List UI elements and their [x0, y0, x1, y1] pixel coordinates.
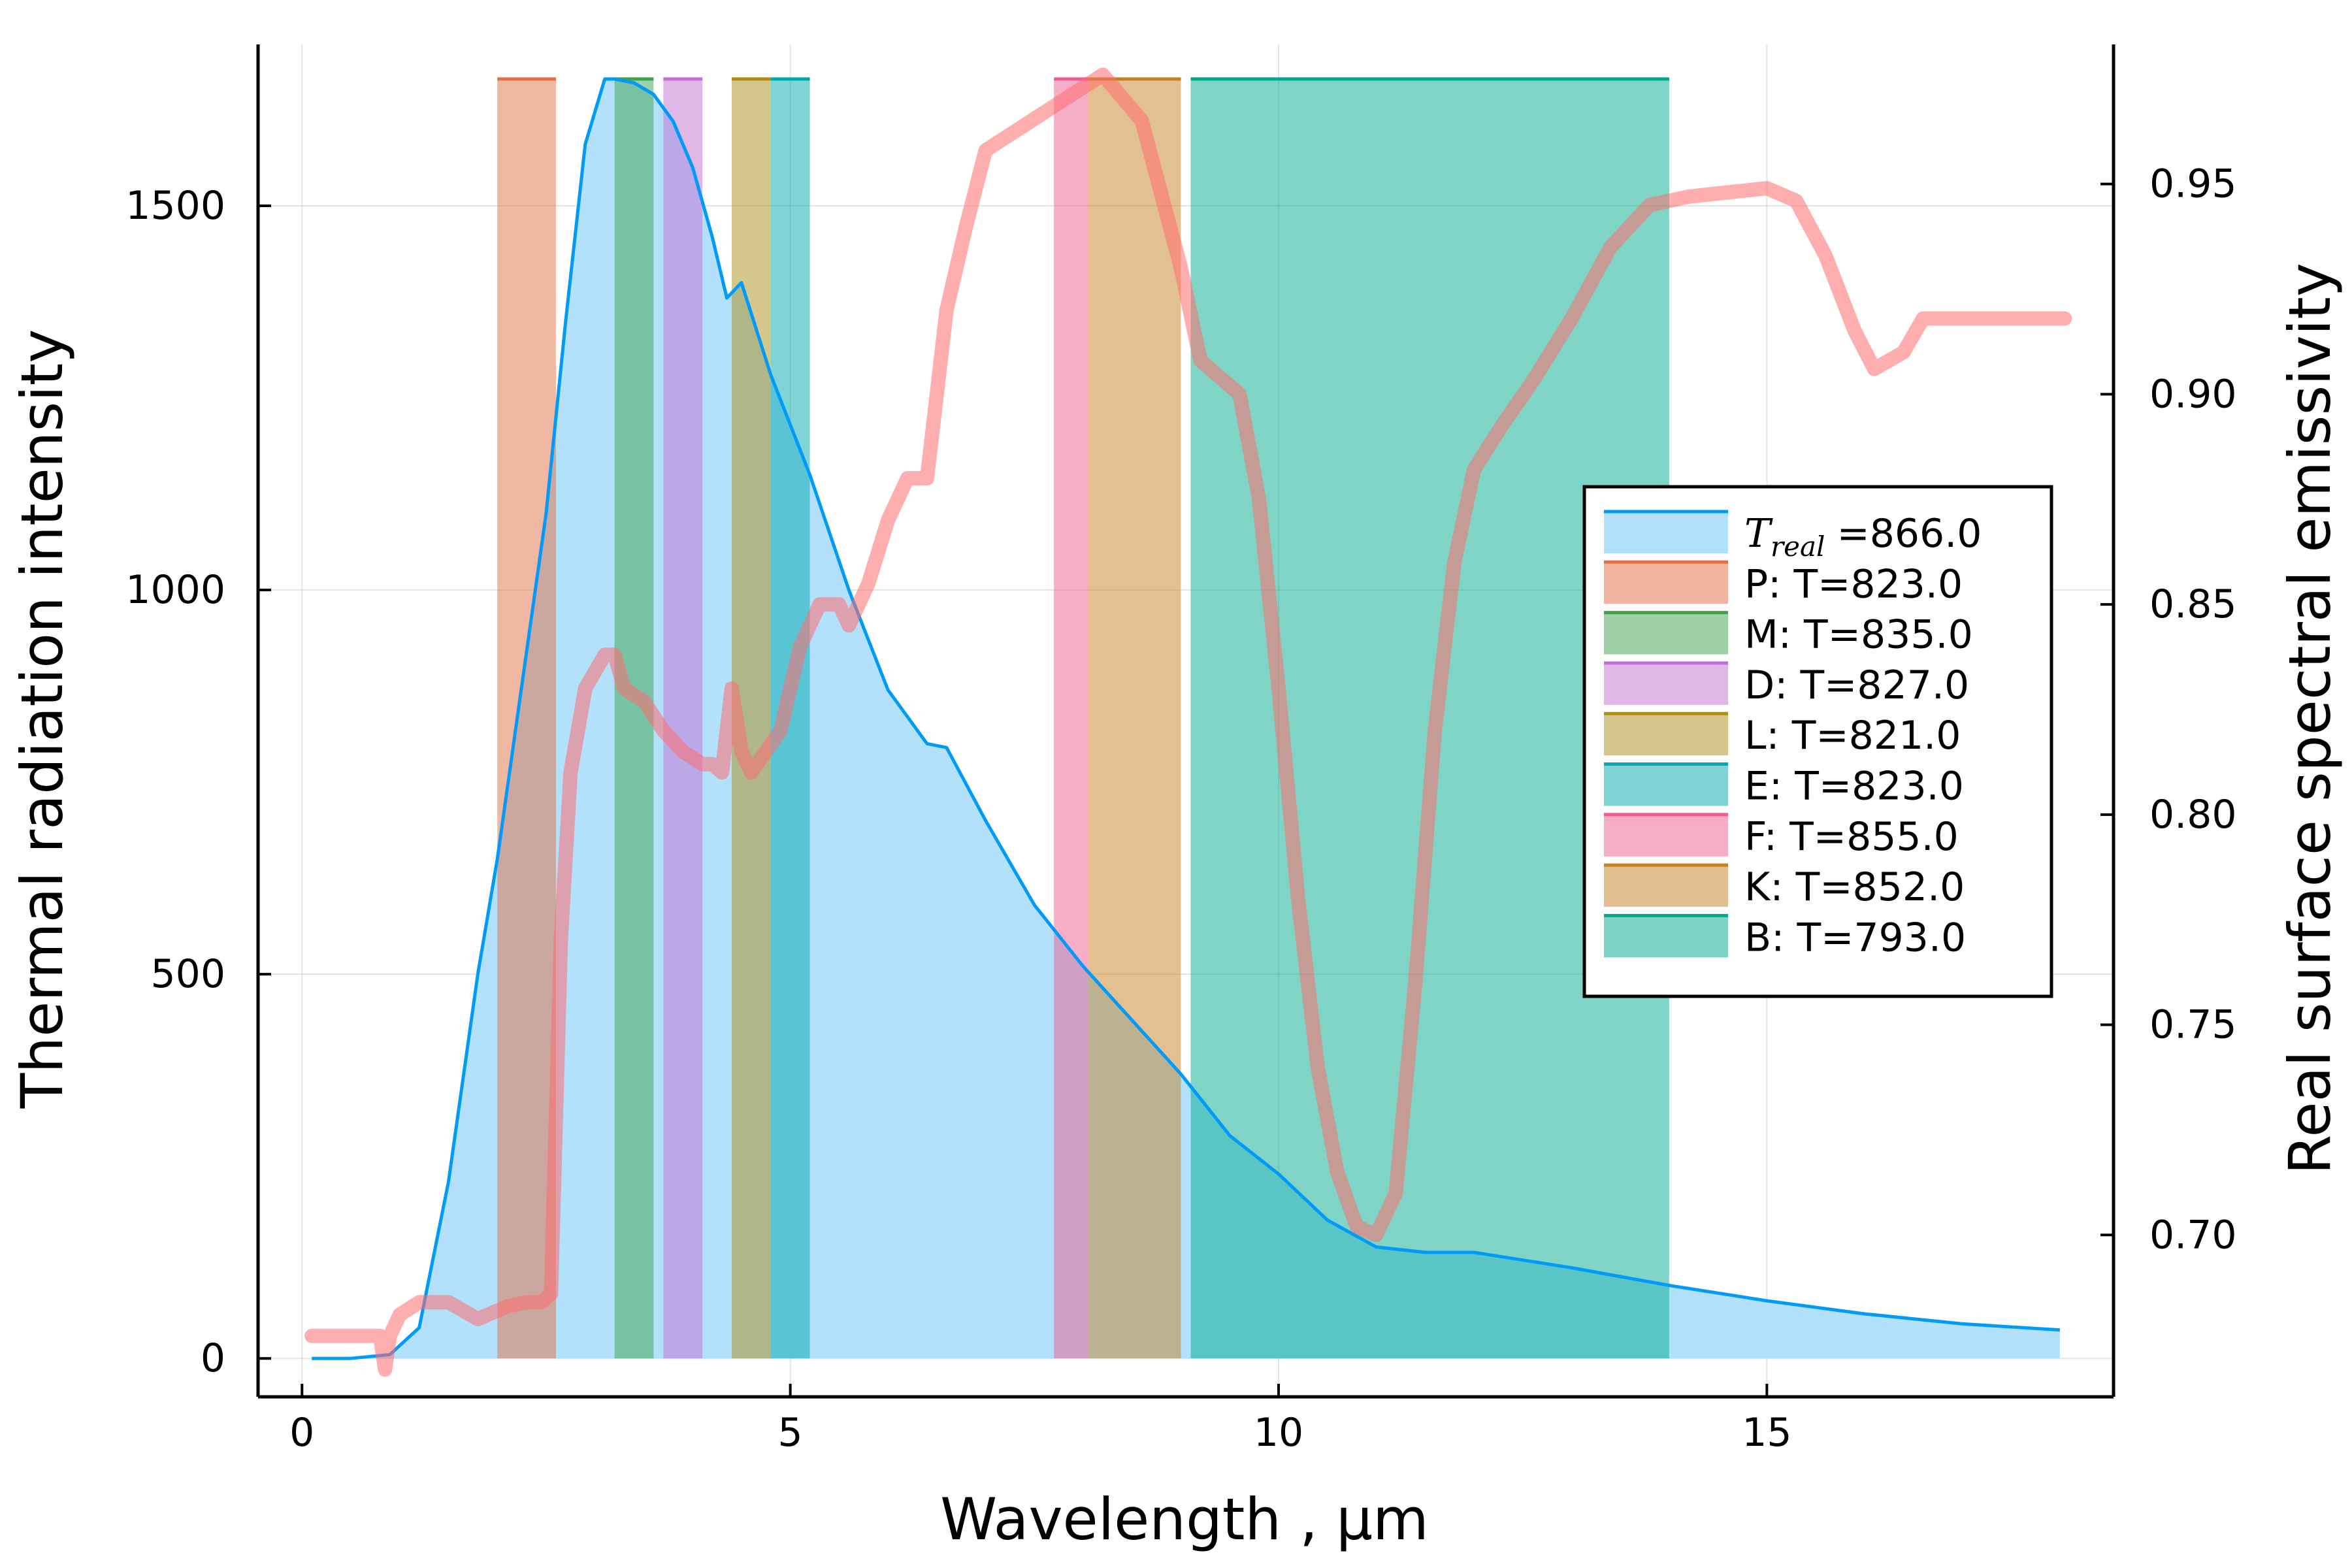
axes — [256, 44, 2115, 1399]
legend-item: D: T=827.0 — [1604, 661, 1969, 708]
series-lines — [304, 67, 2072, 1377]
y2-tick-label: 0.90 — [2149, 371, 2237, 417]
x-tick-label: 10 — [1254, 1410, 1303, 1456]
legend-swatch — [1604, 512, 1728, 553]
legend-item: F: T=855.0 — [1604, 813, 1959, 860]
bands — [497, 77, 1669, 1359]
legend-swatch — [1604, 915, 1728, 958]
x-tick-label: 0 — [289, 1410, 314, 1456]
y-tick-label: 1500 — [125, 183, 225, 229]
y2-axis-label: Real surface spectral emissivity — [2276, 263, 2344, 1175]
legend-swatch — [1604, 764, 1728, 806]
legend-item: Treal =866.0 — [1604, 510, 1982, 563]
x-tick-label: 15 — [1742, 1410, 1791, 1456]
x-axis-label: Wavelength , μm — [940, 1486, 1429, 1553]
band-fill — [497, 78, 556, 1359]
legend-swatch — [1604, 814, 1728, 857]
y-tick-label: 500 — [150, 951, 225, 997]
legend-item: B: T=793.0 — [1604, 913, 1966, 960]
legend-label: L: T=821.0 — [1744, 713, 1961, 759]
legend-label: E: T=823.0 — [1744, 764, 1964, 809]
band — [663, 77, 703, 1359]
y2-tick-label: 0.70 — [2149, 1212, 2237, 1258]
band — [1054, 77, 1088, 1359]
y2-tick-label: 0.80 — [2149, 792, 2237, 838]
legend-label: K: T=852.0 — [1744, 864, 1965, 910]
legend-item: L: T=821.0 — [1604, 711, 1961, 759]
legend-label: M: T=835.0 — [1744, 612, 1973, 658]
legend-item: K: T=852.0 — [1604, 863, 1965, 910]
legend-swatch — [1604, 865, 1728, 907]
y-tick-label: 1000 — [125, 567, 225, 613]
legend: Treal =866.0P: T=823.0 M: T=835.0D: T=827.… — [1582, 485, 2053, 998]
y2-tick-label: 0.75 — [2149, 1002, 2237, 1048]
legend-item: E: T=823.0 — [1604, 762, 1964, 809]
legend-label: Treal =866.0 — [1744, 511, 1982, 563]
y2-tick-label: 0.85 — [2149, 581, 2237, 627]
band-fill — [1054, 78, 1088, 1359]
intensity-line — [312, 77, 2060, 1360]
band — [1088, 77, 1181, 1359]
legend-label: F: T=855.0 — [1744, 814, 1959, 860]
legend-item: P: T=823.0 — [1604, 560, 1963, 607]
y-tick-label: 0 — [201, 1335, 225, 1381]
tick-labels: 0 5 10 15 0 500 1000 1500 0.70 0.75 0.80 0.85 0.90 0.… — [125, 161, 2236, 1456]
legend-label: P: T=823.0 — [1744, 561, 1963, 607]
legend-swatch — [1604, 713, 1728, 756]
band — [497, 77, 556, 1359]
legend-label: B: T=793.0 — [1744, 915, 1966, 960]
legend-swatch — [1604, 612, 1728, 655]
x-tick-label: 5 — [778, 1410, 803, 1456]
band-fill — [663, 78, 703, 1359]
legend-swatch — [1604, 562, 1728, 604]
legend-item: M: T=835.0 — [1604, 611, 1973, 658]
legend-label: D: T=827.0 — [1744, 662, 1969, 708]
emissivity-line — [304, 67, 2072, 1377]
y2-tick-label: 0.95 — [2149, 161, 2237, 207]
legend-swatch — [1604, 662, 1728, 705]
band-fill — [1088, 78, 1181, 1359]
y-axis-label: Thermal radiation intensity — [8, 329, 76, 1109]
